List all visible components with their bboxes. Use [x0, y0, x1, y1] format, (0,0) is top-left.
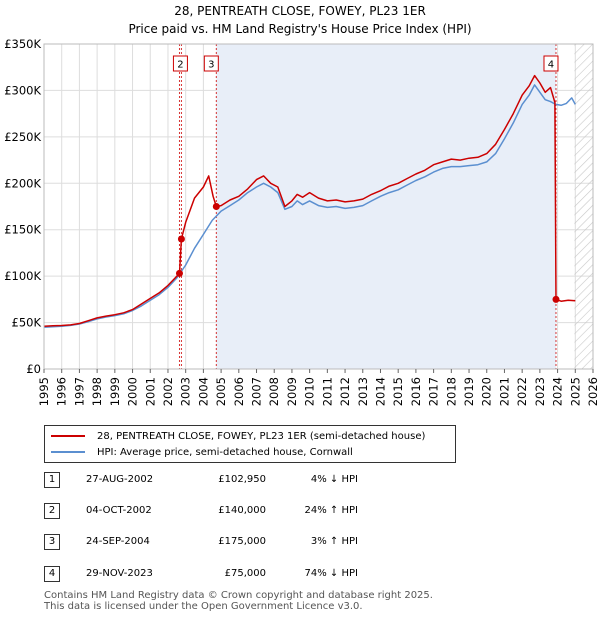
plot-frame — [43, 43, 594, 370]
x-tick-label: 2019 — [462, 377, 476, 406]
x-tick-label: 2013 — [356, 377, 370, 406]
legend-swatch-hpi — [51, 451, 85, 453]
future-hatch — [574, 44, 593, 369]
legend-item-property: 28, PENTREATH CLOSE, FOWEY, PL23 1ER (se… — [51, 428, 425, 444]
x-tick-label: 2006 — [232, 377, 246, 406]
x-tick-label: 2014 — [373, 377, 387, 406]
transaction-price: £140,000 — [218, 505, 266, 516]
sale-point — [552, 295, 560, 303]
legend-item-hpi: HPI: Average price, semi-detached house,… — [51, 444, 353, 460]
transaction-hpi-diff: 4% ↓ HPI — [310, 474, 358, 485]
x-tick-label: 2010 — [303, 377, 317, 406]
attribution-line-1: Contains HM Land Registry data © Crown c… — [44, 590, 433, 601]
sale-label-number: 3 — [208, 60, 214, 71]
transaction-date: 29-NOV-2023 — [86, 568, 153, 579]
transaction-date: 27-AUG-2002 — [86, 474, 154, 485]
transaction-number: 3 — [44, 534, 60, 550]
x-tick-label: 2012 — [338, 377, 352, 406]
legend: 28, PENTREATH CLOSE, FOWEY, PL23 1ER (se… — [44, 425, 456, 463]
transaction-number: 1 — [44, 472, 60, 488]
x-tick-label: 1998 — [90, 377, 104, 406]
transaction-price: £175,000 — [218, 536, 266, 547]
y-tick-label: £0 — [26, 362, 41, 376]
highlight-span — [216, 44, 556, 369]
x-tick-label: 2020 — [480, 377, 494, 406]
x-tick-label: 2011 — [320, 377, 334, 406]
legend-label-hpi: HPI: Average price, semi-detached house,… — [97, 446, 353, 458]
sale-label-box — [203, 55, 219, 72]
chart-subtitle: Price paid vs. HM Land Registry's House … — [128, 22, 471, 36]
transaction-hpi-diff: 3% ↑ HPI — [310, 536, 358, 547]
y-tick-label: £350K — [4, 37, 41, 51]
x-tick-label: 2021 — [497, 377, 511, 406]
transaction-hpi-diff: 74% ↓ HPI — [304, 568, 358, 579]
sale-label-box — [172, 55, 188, 72]
y-tick-label: £200K — [4, 176, 41, 190]
x-tick-label: 2017 — [427, 377, 441, 406]
legend-label-property: 28, PENTREATH CLOSE, FOWEY, PL23 1ER (se… — [97, 430, 426, 442]
x-tick-label: 2009 — [285, 377, 299, 406]
x-tick-label: 1995 — [37, 377, 51, 406]
table-row: 3 24-SEP-2004 £175,000 3% ↑ HPI — [44, 534, 444, 550]
attribution-line-2: This data is licensed under the Open Gov… — [44, 601, 363, 612]
transaction-price: £102,950 — [218, 474, 266, 485]
x-tick-label: 2008 — [267, 377, 281, 406]
table-row: 4 29-NOV-2023 £75,000 74% ↓ HPI — [44, 566, 444, 582]
table-row: 1 27-AUG-2002 £102,950 4% ↓ HPI — [44, 472, 444, 488]
y-tick-label: £250K — [4, 130, 41, 144]
x-tick-label: 2003 — [179, 377, 193, 406]
x-tick-label: 2015 — [391, 377, 405, 406]
hpi-line — [44, 84, 576, 328]
property-price-line — [44, 74, 576, 328]
sale-label-box — [543, 55, 559, 72]
x-tick-label: 2002 — [161, 377, 175, 406]
x-tick-label: 2026 — [586, 377, 600, 406]
transaction-hpi-diff: 24% ↑ HPI — [304, 505, 358, 516]
table-row: 2 04-OCT-2002 £140,000 24% ↑ HPI — [44, 503, 444, 519]
x-tick-label: 2022 — [515, 377, 529, 406]
x-tick-label: 2000 — [126, 377, 140, 406]
transaction-price: £75,000 — [224, 568, 266, 579]
x-tick-label: 2005 — [214, 377, 228, 406]
sale-point — [212, 203, 220, 210]
x-tick-label: 2007 — [250, 377, 264, 406]
sale-label-number: 2 — [177, 60, 183, 71]
x-tick-label: 2023 — [533, 377, 547, 406]
transaction-date: 04-OCT-2002 — [86, 505, 152, 516]
x-tick-label: 2018 — [444, 377, 458, 406]
transaction-number: 4 — [44, 566, 60, 582]
x-tick-label: 1996 — [55, 377, 69, 406]
transaction-date: 24-SEP-2004 — [86, 536, 150, 547]
sale-label-number: 4 — [548, 60, 554, 71]
x-tick-label: 2004 — [196, 377, 210, 406]
y-tick-label: £300K — [4, 83, 41, 97]
price-chart: 28, PENTREATH CLOSE, FOWEY, PL23 1ER Pri… — [4, 4, 600, 406]
x-tick-label: 1999 — [108, 377, 122, 406]
x-tick-label: 2001 — [143, 377, 157, 406]
x-tick-label: 2025 — [568, 377, 582, 406]
transaction-number: 2 — [44, 503, 60, 519]
x-tick-label: 1997 — [72, 377, 86, 406]
y-tick-label: £150K — [4, 223, 41, 237]
sale-point — [177, 235, 185, 243]
y-tick-label: £100K — [4, 269, 41, 283]
sale-point — [175, 269, 183, 277]
legend-swatch-property — [51, 435, 85, 437]
chart-title: 28, PENTREATH CLOSE, FOWEY, PL23 1ER — [174, 4, 426, 18]
x-tick-label: 2016 — [409, 377, 423, 406]
x-tick-label: 2024 — [551, 377, 565, 406]
attribution: Contains HM Land Registry data © Crown c… — [44, 590, 433, 612]
y-tick-label: £50K — [12, 316, 42, 330]
